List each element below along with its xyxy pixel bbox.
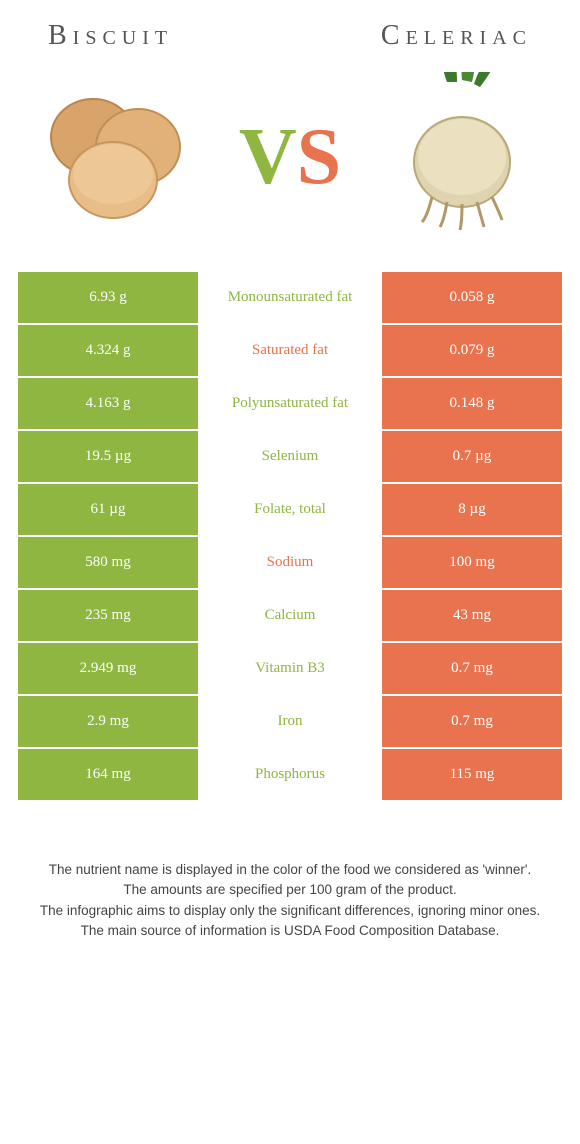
right-value-cell: 0.148 g: [382, 378, 562, 429]
footer-notes: The nutrient name is displayed in the co…: [18, 860, 562, 941]
table-row: 61 µgFolate, total8 µg: [18, 484, 562, 535]
table-row: 164 mgPhosphorus115 mg: [18, 749, 562, 800]
nutrient-label-cell: Vitamin B3: [198, 643, 382, 694]
left-value-cell: 4.324 g: [18, 325, 198, 376]
right-food-title: Celeriac: [381, 20, 532, 52]
right-value-cell: 8 µg: [382, 484, 562, 535]
left-value-cell: 61 µg: [18, 484, 198, 535]
right-value-cell: 43 mg: [382, 590, 562, 641]
table-row: 19.5 µgSelenium0.7 µg: [18, 431, 562, 482]
left-value-cell: 235 mg: [18, 590, 198, 641]
left-value-cell: 2.9 mg: [18, 696, 198, 747]
vs-v: V: [239, 113, 297, 201]
footer-line: The infographic aims to display only the…: [28, 901, 552, 921]
left-value-cell: 2.949 mg: [18, 643, 198, 694]
table-row: 6.93 gMonounsaturated fat0.058 g: [18, 272, 562, 323]
comparison-table: 6.93 gMonounsaturated fat0.058 g4.324 gS…: [18, 272, 562, 800]
nutrient-label-cell: Saturated fat: [198, 325, 382, 376]
nutrient-label-cell: Iron: [198, 696, 382, 747]
nutrient-label-cell: Selenium: [198, 431, 382, 482]
left-value-cell: 4.163 g: [18, 378, 198, 429]
left-value-cell: 6.93 g: [18, 272, 198, 323]
table-row: 4.324 gSaturated fat0.079 g: [18, 325, 562, 376]
right-value-cell: 0.7 mg: [382, 643, 562, 694]
nutrient-label-cell: Polyunsaturated fat: [198, 378, 382, 429]
nutrient-label-cell: Calcium: [198, 590, 382, 641]
right-value-cell: 0.058 g: [382, 272, 562, 323]
left-food-title: Biscuit: [48, 20, 173, 52]
right-value-cell: 115 mg: [382, 749, 562, 800]
nutrient-label-cell: Folate, total: [198, 484, 382, 535]
nutrient-label-cell: Monounsaturated fat: [198, 272, 382, 323]
titles-row: Biscuit Celeriac: [18, 20, 562, 62]
celeriac-image: [382, 77, 542, 237]
table-row: 4.163 gPolyunsaturated fat0.148 g: [18, 378, 562, 429]
right-value-cell: 0.079 g: [382, 325, 562, 376]
nutrient-label-cell: Sodium: [198, 537, 382, 588]
infographic-container: Biscuit Celeriac VS: [0, 0, 580, 961]
footer-line: The nutrient name is displayed in the co…: [28, 860, 552, 880]
left-value-cell: 19.5 µg: [18, 431, 198, 482]
table-row: 235 mgCalcium43 mg: [18, 590, 562, 641]
table-row: 2.949 mgVitamin B30.7 mg: [18, 643, 562, 694]
table-row: 2.9 mgIron0.7 mg: [18, 696, 562, 747]
nutrient-label-cell: Phosphorus: [198, 749, 382, 800]
footer-line: The main source of information is USDA F…: [28, 921, 552, 941]
left-value-cell: 580 mg: [18, 537, 198, 588]
table-row: 580 mgSodium100 mg: [18, 537, 562, 588]
vs-label: VS: [239, 112, 341, 203]
right-value-cell: 0.7 µg: [382, 431, 562, 482]
images-row: VS: [18, 62, 562, 252]
vs-s: S: [297, 113, 342, 201]
right-value-cell: 100 mg: [382, 537, 562, 588]
footer-line: The amounts are specified per 100 gram o…: [28, 880, 552, 900]
right-value-cell: 0.7 mg: [382, 696, 562, 747]
biscuit-image: [38, 77, 198, 237]
left-value-cell: 164 mg: [18, 749, 198, 800]
